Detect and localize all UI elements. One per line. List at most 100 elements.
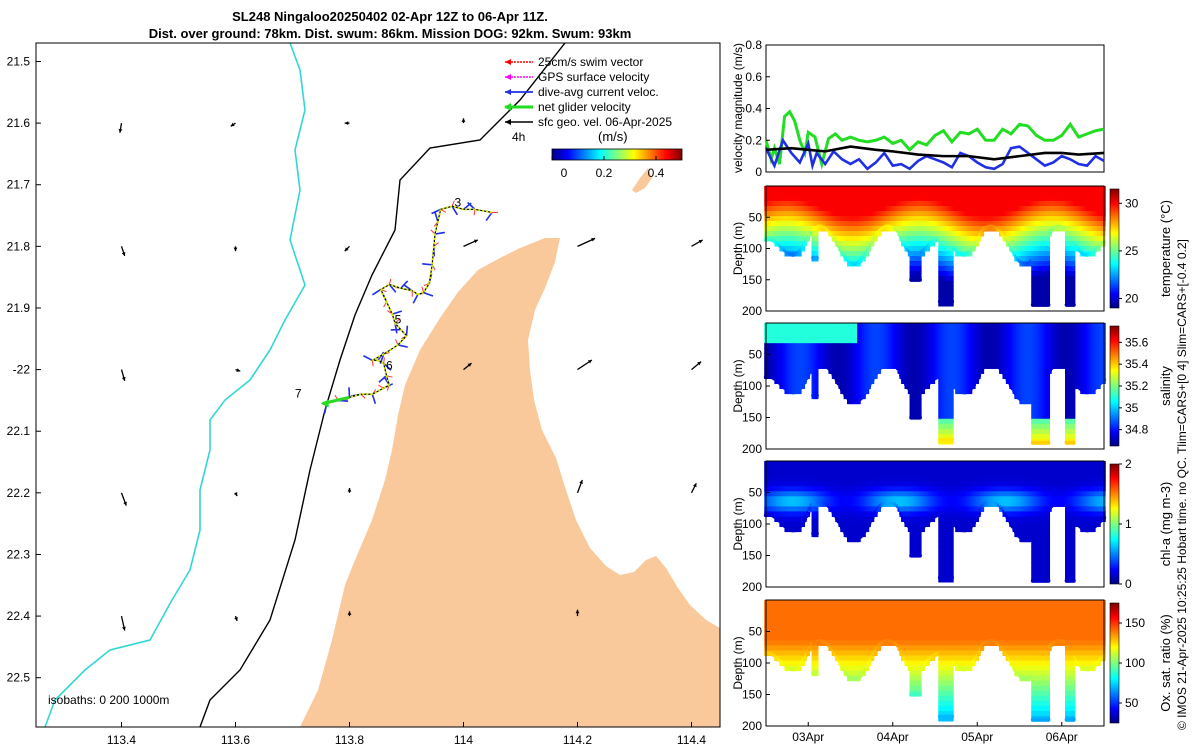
isobath-200m — [199, 43, 566, 727]
dive-current-vector — [371, 288, 382, 296]
legend-entry-net: net glider velocity — [538, 100, 631, 114]
legend-dive-head — [505, 89, 511, 95]
dive-current-vector — [434, 231, 445, 235]
profile-cell — [1046, 291, 1051, 297]
dive-current-vector — [392, 310, 403, 315]
map-ytick-label: -22 — [13, 363, 31, 377]
profile-cell — [950, 291, 954, 297]
dive-current-vector — [485, 211, 493, 222]
swim-vector — [421, 286, 425, 293]
velocity-line-geo — [765, 145, 1105, 161]
dive-current-vector — [371, 393, 377, 405]
profile-cell — [917, 403, 922, 410]
profile-cell — [921, 388, 925, 395]
velocity-line-net — [764, 109, 1105, 171]
net-velocity-segment — [383, 344, 399, 356]
net-velocity-segment — [389, 283, 402, 290]
dive-current-vector — [412, 294, 419, 304]
map-xtick-label: 114.2 — [563, 733, 592, 747]
profile-cell — [1046, 296, 1051, 302]
net-velocity-segment — [349, 393, 362, 399]
profile-cell — [921, 251, 925, 257]
islet-2 — [540, 636, 552, 648]
map-colorbar-ticks: 0 0.2 0.4 — [551, 156, 665, 180]
profile-cell — [862, 393, 866, 400]
net-velocity-segment — [383, 384, 390, 389]
profile-cell — [814, 231, 819, 237]
net-velocity-segment — [431, 246, 435, 265]
figure-title-line2: Dist. over ground: 78km. Dist. swum: 86k… — [148, 26, 632, 41]
day-label: 3 — [454, 195, 461, 209]
velocity-ytick-label: 0.6 — [745, 70, 762, 84]
profile-cell — [874, 373, 878, 379]
profile-cell — [917, 408, 922, 415]
geo-vector-head — [575, 609, 580, 614]
profile-cell — [950, 281, 954, 287]
profile-cell — [1046, 281, 1051, 287]
geo-vector-head — [233, 492, 238, 497]
profile-cell — [1071, 246, 1076, 252]
profile-cell — [1071, 286, 1076, 292]
velocity-y-ticks: 00.20.40.60.8 — [745, 38, 770, 179]
map-y-ticks: 21.521.621.721.821.9-2222.122.222.322.42… — [7, 54, 41, 685]
map-colorbar-tick-label: 0 — [561, 166, 568, 180]
profile-cell — [1071, 281, 1076, 287]
profile-cell — [950, 296, 954, 302]
velocity-ytick-label: 0.8 — [745, 38, 762, 52]
profile-end — [949, 437, 955, 442]
profile-cell — [1071, 256, 1076, 262]
profile-cell — [814, 251, 819, 257]
glider-track — [320, 200, 498, 414]
legend-entry-swim: 25cm/s swim vector — [538, 55, 643, 69]
section-colorbar-label: temperature (°C) — [1158, 200, 1173, 297]
swim-vector — [360, 393, 366, 399]
map-xtick-label: 113.4 — [107, 733, 136, 747]
legend-entry-surface: GPS surface velocity — [538, 70, 649, 84]
dive-current-vector — [405, 325, 409, 336]
velocity-panel: 00.20.40.60.8 velocity magnitude (m/s) — [731, 38, 1105, 179]
profile-cell — [874, 236, 878, 242]
legend-geo-head — [505, 119, 511, 125]
profile-end — [1071, 302, 1076, 307]
geo-vector-head — [230, 122, 235, 127]
dive-current-vector — [363, 355, 373, 362]
profile-cell — [1046, 271, 1051, 277]
net-velocity-segment — [377, 359, 385, 365]
day-label: 5 — [395, 312, 402, 326]
islet-3 — [560, 618, 570, 629]
geo-vector-head — [347, 611, 352, 615]
dive-current-vector — [348, 387, 351, 398]
geo-vector-head — [344, 247, 349, 252]
net-velocity-segment — [411, 289, 419, 296]
geo-vector-head — [121, 376, 126, 381]
profile-cell — [814, 246, 819, 252]
dive-current-vector — [378, 375, 388, 383]
profile-cell — [917, 266, 922, 272]
map-colorbar-label: (m/s) — [598, 129, 628, 144]
profile-cell — [980, 231, 985, 237]
geo-vector-head — [461, 118, 466, 122]
profile-end — [814, 393, 819, 398]
section-ylabel: Depth (m) — [731, 222, 745, 275]
profile-cell — [950, 388, 954, 395]
profile-cell — [814, 373, 819, 379]
day-label: 7 — [295, 386, 302, 400]
section-ytick-label: 150 — [742, 273, 762, 287]
map-ytick-label: 22.3 — [7, 547, 31, 561]
geo-vector-head — [234, 616, 238, 621]
legend-net-head — [504, 103, 511, 111]
profile-cell — [950, 413, 954, 420]
map-ytick-label: 21.8 — [7, 239, 31, 253]
net-velocity-segment — [440, 205, 453, 211]
geo-vector-head — [347, 488, 352, 492]
section-profiles — [763, 323, 1107, 445]
profile-cell — [1046, 261, 1051, 267]
profile-cell — [1046, 251, 1051, 257]
net-velocity-segment — [394, 322, 402, 331]
profile-cell — [1071, 251, 1076, 257]
geo-vector-head — [123, 501, 127, 506]
map-colorbar — [551, 148, 683, 161]
profile-cell — [917, 271, 922, 277]
section-ytick-label: 50 — [749, 210, 763, 224]
